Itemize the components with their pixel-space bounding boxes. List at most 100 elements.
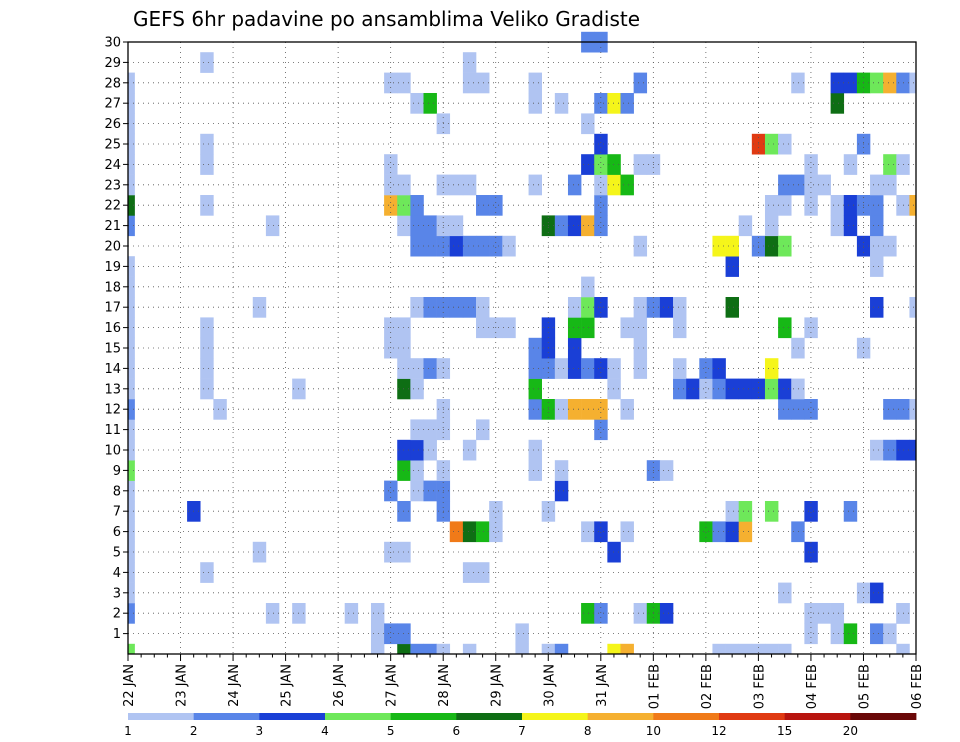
heatmap-cell bbox=[870, 174, 884, 196]
x-tick-label: 26 JAN bbox=[332, 664, 347, 707]
heatmap-cell bbox=[581, 154, 595, 175]
heatmap-cell bbox=[128, 317, 135, 339]
heatmap-cell bbox=[462, 174, 477, 196]
y-tick-label: 5 bbox=[113, 546, 121, 561]
heatmap-cell bbox=[607, 93, 621, 114]
y-tick-label: 25 bbox=[104, 138, 121, 153]
heatmap-cell bbox=[462, 235, 477, 257]
heatmap-cell bbox=[764, 215, 779, 237]
x-tick-label: 05 FEB bbox=[857, 664, 872, 709]
legend-swatch bbox=[784, 713, 851, 720]
legend-label: 7 bbox=[518, 724, 526, 738]
heatmap-cell bbox=[594, 358, 608, 379]
legend-label: 4 bbox=[321, 724, 329, 738]
chart-title: GEFS 6hr padavine po ansamblima Veliko G… bbox=[133, 7, 640, 31]
heatmap-cell bbox=[843, 72, 858, 94]
heatmap-cell bbox=[128, 603, 135, 624]
heatmap-cell bbox=[384, 337, 398, 359]
heatmap-cell bbox=[725, 235, 739, 257]
heatmap-cell bbox=[436, 643, 451, 655]
heatmap-cell bbox=[200, 337, 214, 359]
heatmap-cell bbox=[738, 643, 753, 655]
heatmap-cell bbox=[870, 439, 884, 461]
y-tick-label: 15 bbox=[104, 342, 121, 357]
y-tick-label: 24 bbox=[104, 158, 121, 173]
heatmap-cell bbox=[725, 256, 739, 277]
y-tick-label: 7 bbox=[113, 505, 121, 520]
y-tick-label: 20 bbox=[104, 240, 121, 255]
heatmap-cell bbox=[554, 93, 569, 114]
heatmap-cell bbox=[423, 643, 437, 655]
heatmap-cell bbox=[594, 521, 608, 543]
heatmap-cell bbox=[843, 195, 858, 216]
heatmap-cell bbox=[489, 501, 503, 522]
y-tick-label: 13 bbox=[104, 382, 121, 397]
y-tick-label: 19 bbox=[104, 260, 121, 275]
heatmap-cell bbox=[778, 195, 792, 216]
heatmap-cell bbox=[607, 541, 621, 563]
heatmap-cell bbox=[909, 399, 917, 420]
heatmap-cell bbox=[370, 603, 385, 624]
y-tick-label: 16 bbox=[104, 321, 121, 336]
heatmap-cell bbox=[633, 358, 648, 379]
heatmap-cell bbox=[659, 603, 674, 624]
heatmap-cell bbox=[620, 93, 634, 114]
heatmap-cell bbox=[581, 358, 595, 379]
heatmap-cell bbox=[541, 643, 556, 655]
x-tick-label: 31 JAN bbox=[595, 664, 610, 707]
heatmap-cell bbox=[502, 235, 516, 257]
heatmap-cell bbox=[462, 439, 477, 461]
heatmap-cell bbox=[128, 72, 135, 94]
heatmap-cell bbox=[751, 643, 766, 655]
heatmap-cell bbox=[567, 215, 582, 237]
heatmap-cell bbox=[423, 419, 437, 441]
heatmap-cell bbox=[883, 623, 897, 645]
y-tick-label: 28 bbox=[104, 76, 121, 91]
heatmap-cell bbox=[476, 419, 490, 441]
heatmap-cell bbox=[791, 378, 805, 400]
heatmap-cell bbox=[620, 399, 634, 420]
heatmap-cell bbox=[804, 154, 818, 175]
y-tick-label: 12 bbox=[104, 403, 121, 418]
heatmap-cell bbox=[489, 235, 503, 257]
heatmap-cell bbox=[725, 297, 739, 318]
heatmap-cell bbox=[128, 521, 135, 543]
heatmap-cell bbox=[423, 358, 437, 379]
y-tick-label: 2 bbox=[113, 607, 121, 622]
heatmap-cell bbox=[410, 235, 424, 257]
legend-swatch bbox=[259, 713, 326, 720]
heatmap-cell bbox=[567, 358, 582, 379]
heatmap-cell bbox=[128, 256, 135, 277]
heatmap-cell bbox=[581, 317, 595, 339]
heatmap-cell bbox=[738, 521, 753, 543]
heatmap-cell bbox=[804, 399, 818, 420]
heatmap-cell bbox=[725, 378, 739, 400]
legend-label: 6 bbox=[453, 724, 461, 738]
legend-label: 2 bbox=[190, 724, 198, 738]
heatmap-cell bbox=[725, 521, 739, 543]
heatmap-cell bbox=[528, 93, 542, 114]
y-tick-label: 3 bbox=[113, 586, 121, 601]
legend-swatch bbox=[390, 713, 457, 720]
heatmap-cell bbox=[699, 378, 713, 400]
heatmap-cell bbox=[883, 174, 897, 196]
heatmap-cell bbox=[128, 195, 135, 216]
heatmap-cell bbox=[791, 521, 805, 543]
heatmap-cell bbox=[778, 399, 792, 420]
heatmap-cell bbox=[870, 195, 884, 216]
x-tick-label: 06 FEB bbox=[910, 664, 925, 709]
heatmap-cell bbox=[265, 603, 280, 624]
heatmap-cell bbox=[397, 643, 411, 655]
heatmap-cell bbox=[410, 419, 424, 441]
heatmap-cell bbox=[620, 174, 634, 196]
heatmap-cell bbox=[265, 215, 280, 237]
y-tick-label: 29 bbox=[104, 56, 121, 71]
heatmap-cell bbox=[778, 643, 792, 655]
heatmap-cell bbox=[870, 582, 884, 604]
heatmap-cell bbox=[791, 174, 805, 196]
y-tick-label: 6 bbox=[113, 525, 121, 540]
heatmap-cell bbox=[659, 297, 674, 318]
heatmap-cell bbox=[843, 501, 858, 522]
heatmap-cell bbox=[620, 643, 634, 655]
heatmap-cell bbox=[883, 72, 897, 94]
